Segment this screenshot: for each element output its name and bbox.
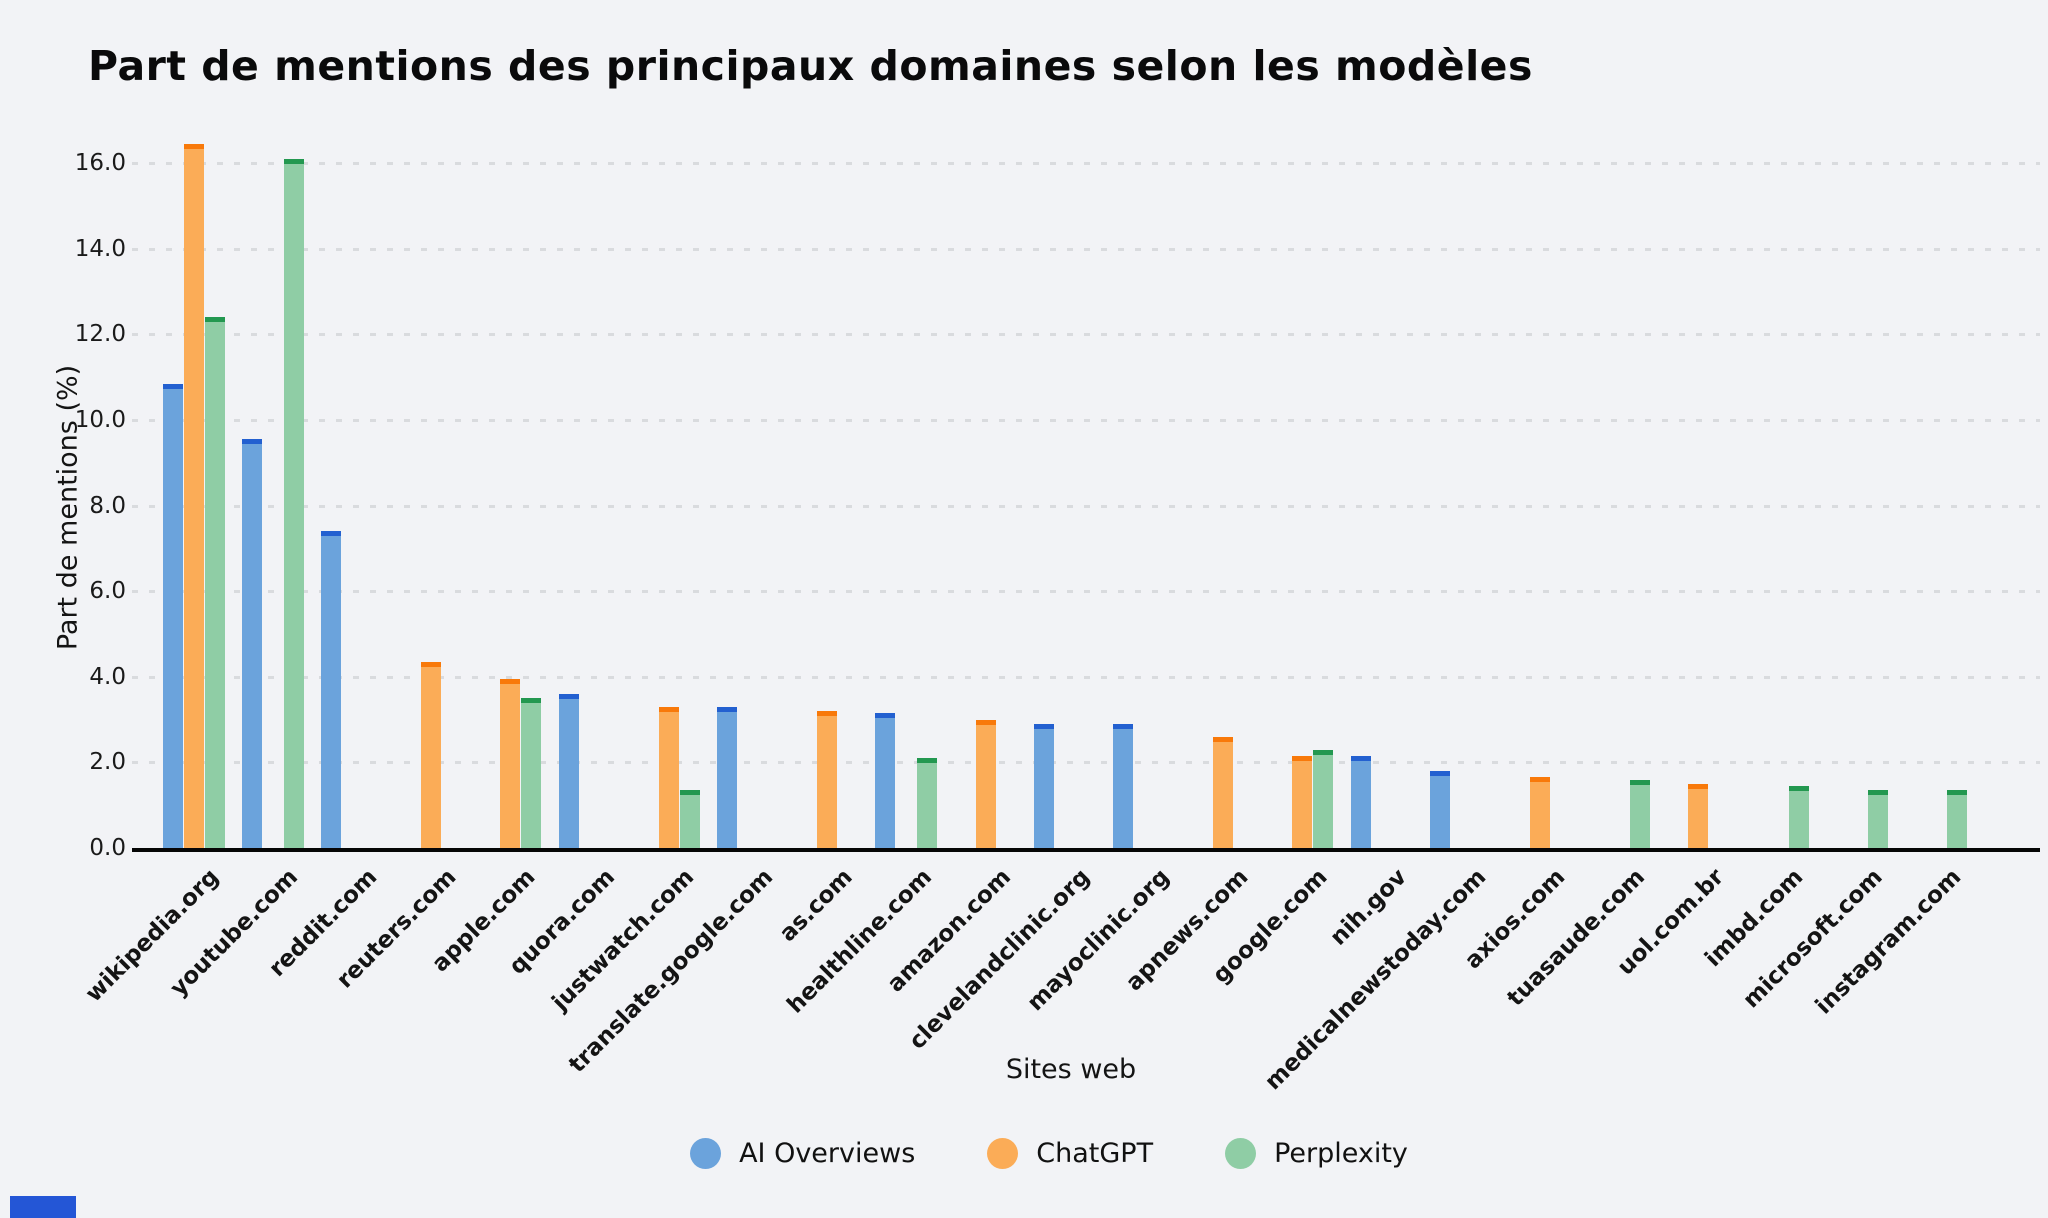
x-axis-title: Sites web — [1005, 1054, 1137, 1085]
x-tick-label-wikipedia-org: wikipedia.org — [80, 864, 224, 1008]
x-tick-label-microsoft-com: microsoft.com — [1737, 864, 1888, 1014]
x-tick-label-instagram-com: instagram.com — [1810, 864, 1967, 1020]
bar-perplexity-youtube-com[interactable] — [284, 159, 304, 848]
legend: AI Overviews ChatGPT Perplexity — [0, 1138, 2048, 1169]
gridline-12.0 — [132, 333, 2040, 337]
bar-chatgpt-wikipedia-org[interactable] — [184, 144, 204, 848]
gridline-14.0 — [132, 247, 2040, 251]
bar-chatgpt-uol-com-br[interactable] — [1688, 784, 1708, 848]
bar-ai-overviews-youtube-com[interactable] — [242, 439, 262, 848]
chart-title: Part de mentions des principaux domaines… — [88, 42, 1533, 90]
bar-perplexity-imbd-com[interactable] — [1789, 786, 1809, 848]
bar-perplexity-tuasaude-com[interactable] — [1630, 780, 1650, 848]
y-tick-label-0.0: 0.0 — [89, 835, 126, 861]
legend-label-ai-overviews: AI Overviews — [739, 1138, 916, 1169]
x-tick-label-mayoclinic-org: mayoclinic.org — [1022, 864, 1175, 1017]
bar-chatgpt-justwatch-com[interactable] — [659, 707, 679, 848]
legend-label-perplexity: Perplexity — [1274, 1138, 1408, 1169]
bar-perplexity-wikipedia-org[interactable] — [205, 317, 225, 848]
gridline-2.0 — [132, 761, 2040, 765]
legend-swatch-perplexity — [1225, 1138, 1257, 1169]
bar-chatgpt-apnews-com[interactable] — [1213, 737, 1233, 848]
y-tick-label-8.0: 8.0 — [89, 492, 126, 519]
bar-perplexity-healthline-com[interactable] — [917, 758, 937, 848]
bar-chatgpt-as-com[interactable] — [817, 711, 837, 848]
y-tick-label-2.0: 2.0 — [89, 749, 126, 776]
bar-chatgpt-google-com[interactable] — [1292, 756, 1312, 848]
bar-ai-overviews-nih-gov[interactable] — [1351, 756, 1371, 848]
bar-ai-overviews-quora-com[interactable] — [559, 694, 579, 848]
bottom-left-blue-mark — [10, 1196, 76, 1218]
gridline-10.0 — [132, 419, 2040, 422]
legend-swatch-chatgpt — [987, 1138, 1019, 1169]
bar-chatgpt-apple-com[interactable] — [500, 679, 520, 848]
legend-item-chatgpt[interactable]: ChatGPT — [987, 1138, 1153, 1169]
legend-swatch-ai-overviews — [690, 1138, 722, 1169]
x-tick-label-justwatch-com: justwatch.com — [547, 864, 700, 1016]
y-tick-label-12.0: 12.0 — [74, 321, 126, 348]
bar-perplexity-google-com[interactable] — [1313, 750, 1333, 848]
gridline-4.0 — [132, 675, 2040, 679]
gridline-6.0 — [132, 590, 2040, 594]
x-axis-line — [132, 848, 2040, 852]
x-tick-label-as-com: as.com — [774, 864, 858, 947]
bar-ai-overviews-reddit-com[interactable] — [321, 531, 341, 848]
bar-ai-overviews-mayoclinic-org[interactable] — [1113, 724, 1133, 848]
bar-ai-overviews-wikipedia-org[interactable] — [163, 384, 183, 848]
y-tick-label-14.0: 14.0 — [74, 235, 126, 262]
bar-perplexity-instagram-com[interactable] — [1947, 790, 1967, 848]
bar-perplexity-microsoft-com[interactable] — [1868, 790, 1888, 848]
bar-chatgpt-axios-com[interactable] — [1530, 777, 1550, 848]
bar-perplexity-apple-com[interactable] — [521, 698, 541, 848]
bar-ai-overviews-clevelandclinic-org[interactable] — [1034, 724, 1054, 848]
bar-chatgpt-amazon-com[interactable] — [976, 720, 996, 848]
gridline-8.0 — [132, 504, 2040, 508]
legend-item-ai-overviews[interactable]: AI Overviews — [690, 1138, 915, 1169]
bar-chatgpt-reuters-com[interactable] — [421, 662, 441, 848]
bar-ai-overviews-medicalnewstoday-com[interactable] — [1430, 771, 1450, 848]
legend-label-chatgpt: ChatGPT — [1036, 1138, 1154, 1169]
x-tick-label-healthline-com: healthline.com — [782, 864, 937, 1019]
y-tick-label-4.0: 4.0 — [89, 663, 126, 690]
bar-ai-overviews-translate-google-com[interactable] — [717, 707, 737, 848]
y-tick-label-10.0: 10.0 — [74, 407, 126, 433]
gridline-16.0 — [132, 162, 2040, 166]
y-tick-label-6.0: 6.0 — [89, 578, 126, 605]
x-tick-label-tuasaude-com: tuasaude.com — [1502, 864, 1650, 1012]
bar-perplexity-justwatch-com[interactable] — [680, 790, 700, 848]
y-tick-label-16.0: 16.0 — [74, 150, 126, 177]
legend-item-perplexity[interactable]: Perplexity — [1225, 1138, 1408, 1169]
bar-ai-overviews-healthline-com[interactable] — [875, 713, 895, 848]
